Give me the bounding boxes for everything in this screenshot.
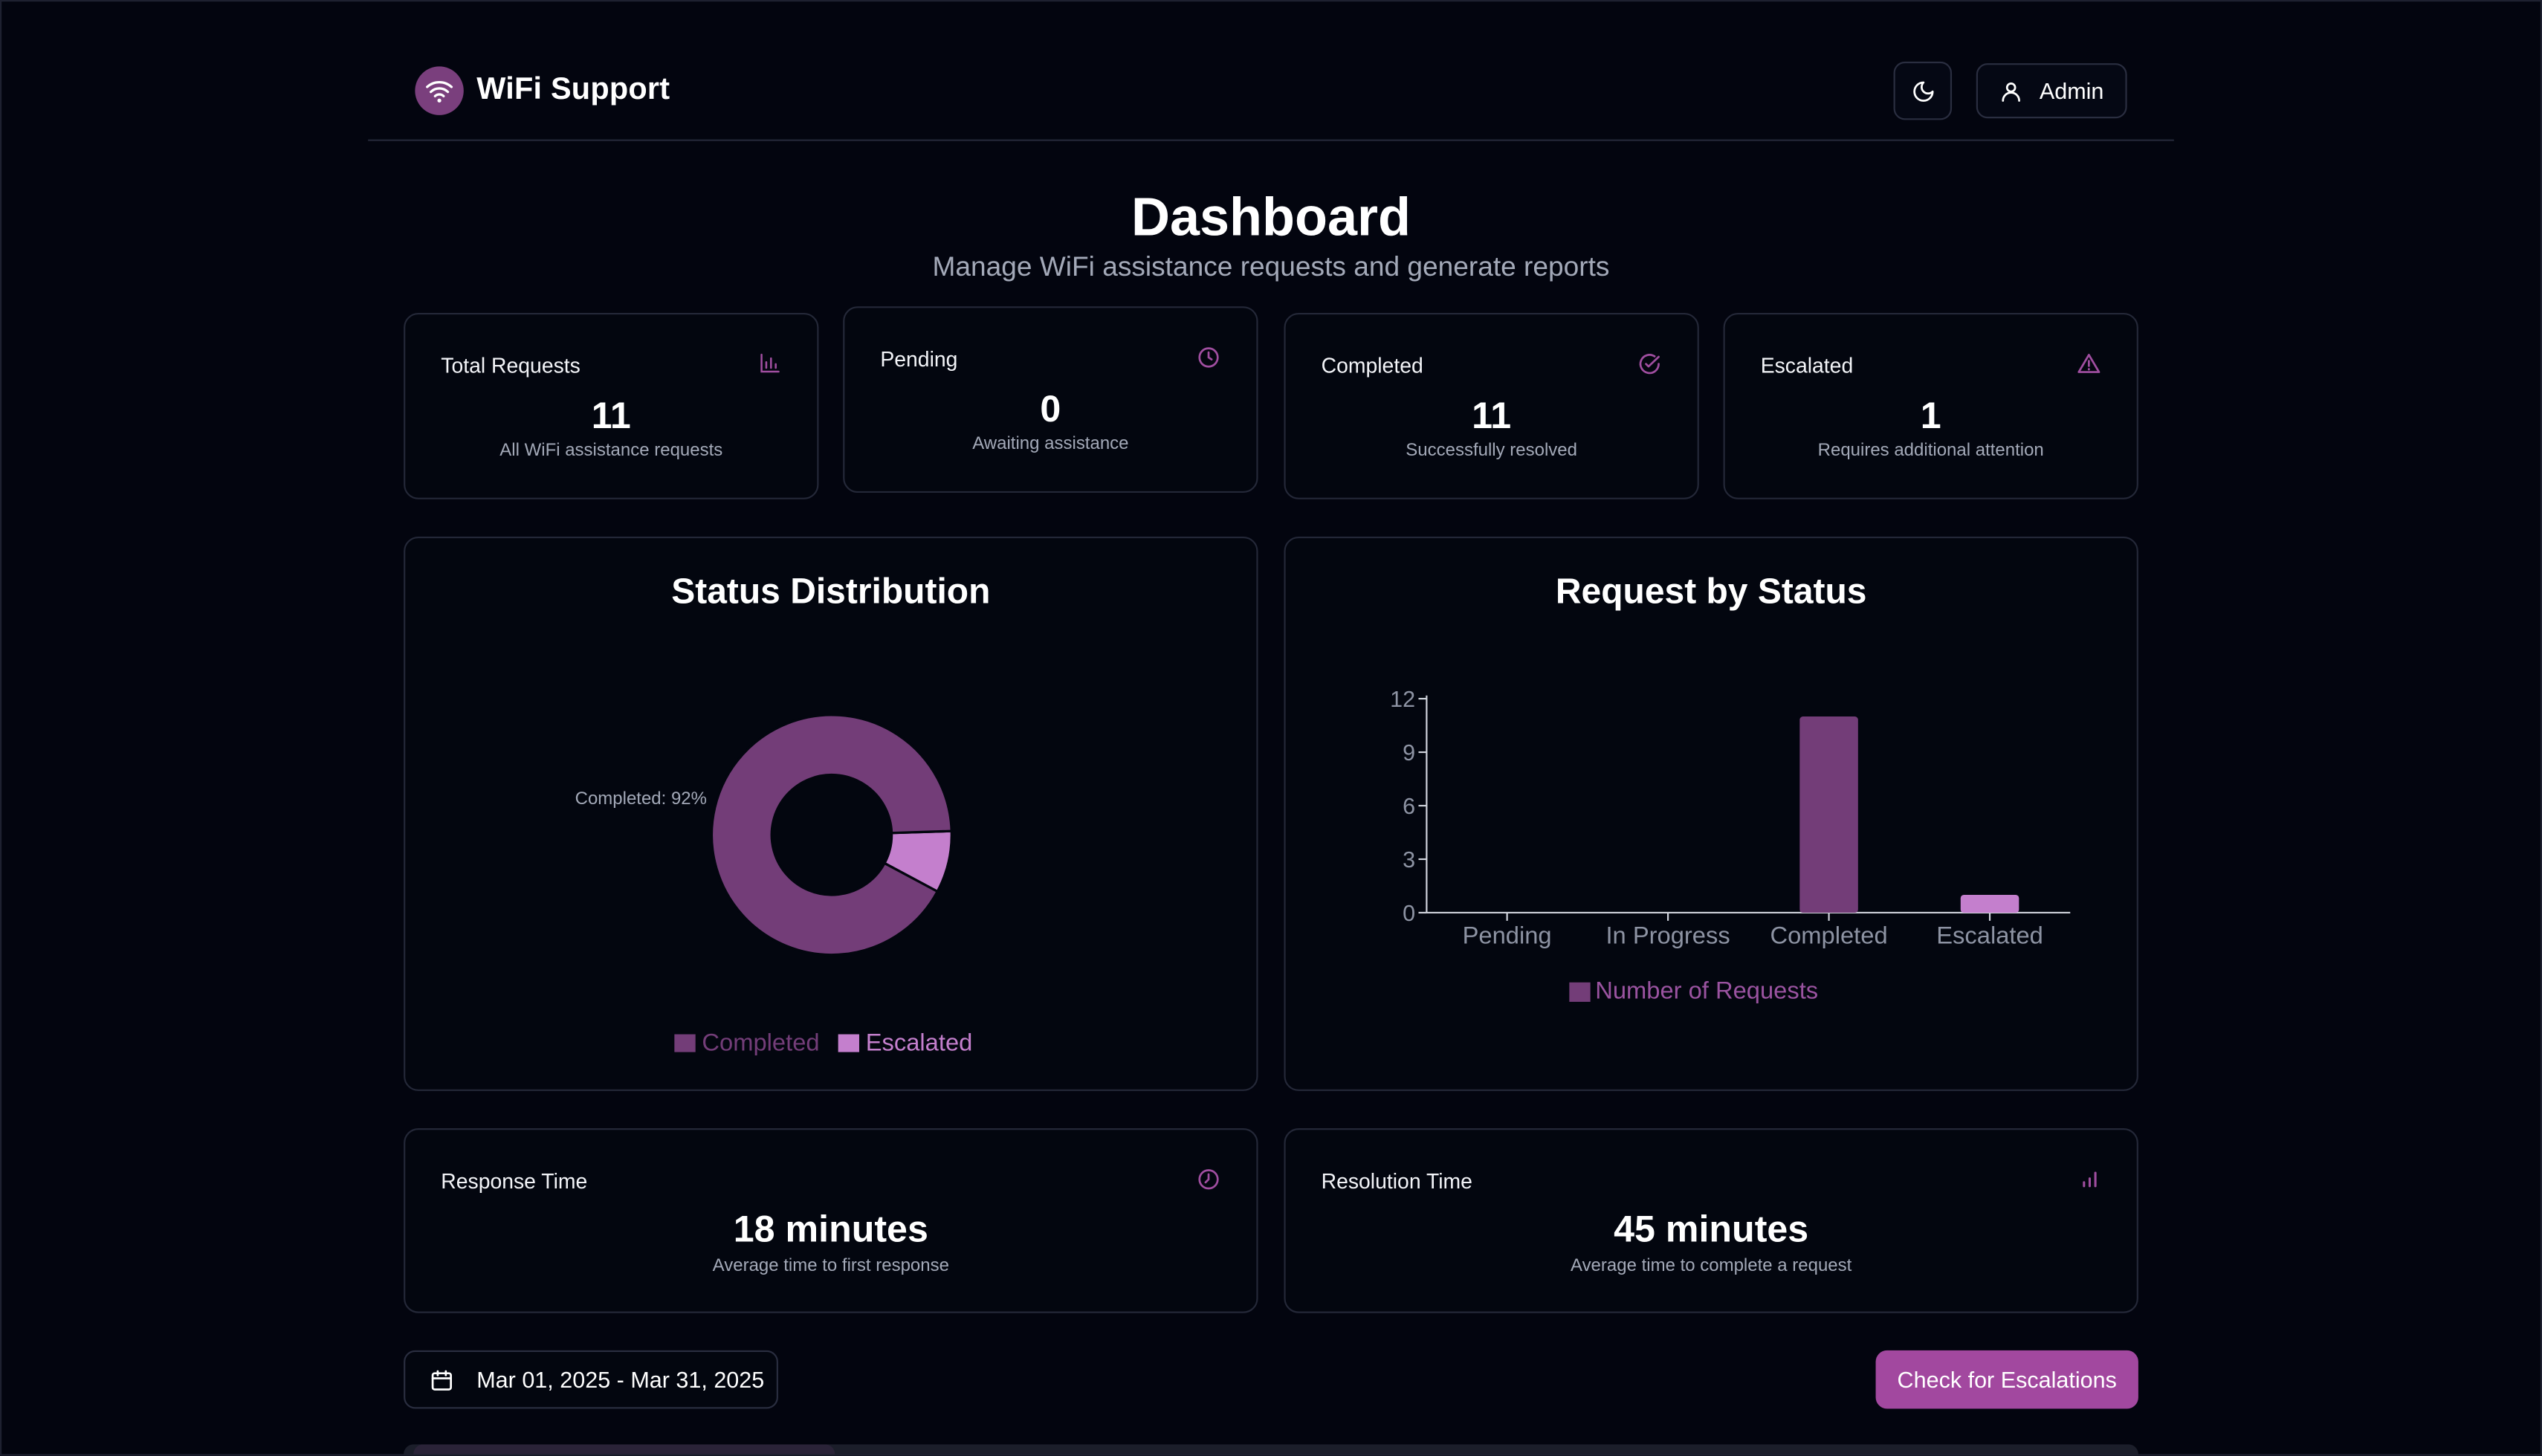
x-tick-label: In Progress bbox=[1605, 921, 1730, 948]
stat-value: 1 bbox=[1920, 394, 1941, 436]
moon-icon bbox=[1912, 80, 1933, 101]
clock-icon bbox=[1198, 1169, 1219, 1190]
chart-title: Status Distribution bbox=[671, 570, 991, 612]
active-tab-indicator[interactable] bbox=[413, 1444, 835, 1456]
alert-triangle-icon bbox=[2077, 354, 2100, 373]
stat-value: 11 bbox=[591, 394, 631, 436]
date-range-label: Mar 01, 2025 - Mar 31, 2025 bbox=[476, 1366, 765, 1393]
y-tick-label: 6 bbox=[1403, 794, 1415, 819]
x-tick-label: Pending bbox=[1463, 921, 1552, 948]
brand-name: WiFi Support bbox=[476, 73, 670, 107]
stat-card-total: Total Requests 11 All WiFi assistance re… bbox=[404, 312, 819, 499]
slice-label: Completed: 92% bbox=[575, 789, 707, 809]
stat-card-escalated: Escalated 1 Requires additional attentio… bbox=[1723, 312, 2138, 499]
bar-chart-icon bbox=[2083, 1171, 2097, 1188]
page-subtitle: Manage WiFi assistance requests and gene… bbox=[932, 251, 1610, 282]
legend-swatch-escalated bbox=[838, 1034, 859, 1052]
check-escalations-button[interactable]: Check for Escalations bbox=[1875, 1350, 2138, 1409]
wifi-icon bbox=[415, 66, 464, 115]
tabs-bar bbox=[404, 1444, 2138, 1456]
stat-value: 0 bbox=[1040, 387, 1061, 430]
legend-label-requests: Number of Requests bbox=[1595, 977, 1818, 1004]
bar-chart: 0 3 6 9 12 Pending In Progress Completed Escalat… bbox=[1390, 687, 2071, 1004]
donut-slice-completed[interactable] bbox=[710, 714, 953, 957]
check-circle-icon bbox=[1639, 354, 1660, 375]
legend-label-escalated: Escalated bbox=[866, 1028, 973, 1055]
legend-swatch-completed bbox=[674, 1034, 696, 1052]
chart-legend: Number of Requests bbox=[1569, 977, 1818, 1004]
y-tick-label: 12 bbox=[1390, 687, 1415, 712]
y-tick-label: 0 bbox=[1403, 901, 1415, 926]
top-header bbox=[368, 0, 2174, 141]
brand[interactable]: WiFi Support bbox=[415, 66, 670, 115]
stat-title: Escalated bbox=[1760, 353, 1854, 378]
stat-description: Awaiting assistance bbox=[972, 434, 1129, 454]
metric-description: Average time to first response bbox=[712, 1256, 949, 1276]
bar-escalated[interactable] bbox=[1960, 894, 2019, 913]
chart-legend: Completed Escalated bbox=[674, 1028, 972, 1055]
resolution-time-card: Resolution Time 45 minutes Average time … bbox=[1284, 1128, 2138, 1313]
metric-title: Response Time bbox=[441, 1168, 588, 1194]
legend-swatch-requests bbox=[1569, 982, 1591, 1002]
y-tick-label: 3 bbox=[1403, 847, 1415, 873]
user-icon bbox=[2002, 81, 2020, 101]
stat-title: Total Requests bbox=[441, 353, 580, 378]
calendar-icon bbox=[431, 1369, 452, 1390]
chart-title: Request by Status bbox=[1555, 570, 1867, 612]
y-tick-label: 9 bbox=[1403, 740, 1415, 766]
metric-description: Average time to complete a request bbox=[1570, 1256, 1852, 1276]
stat-description: Requires additional attention bbox=[1817, 441, 2044, 461]
metric-title: Resolution Time bbox=[1321, 1168, 1472, 1194]
user-menu-button[interactable]: Admin bbox=[1976, 63, 2127, 119]
bar-chart-icon bbox=[760, 353, 780, 373]
status-distribution-card: Status Distribution Completed: 92% Compl… bbox=[404, 536, 1258, 1091]
stat-description: All WiFi assistance requests bbox=[499, 441, 723, 461]
legend-label-completed: Completed bbox=[702, 1028, 819, 1055]
x-tick-label: Completed bbox=[1770, 921, 1887, 948]
date-range-picker[interactable]: Mar 01, 2025 - Mar 31, 2025 bbox=[404, 1350, 778, 1409]
bar-completed[interactable] bbox=[1799, 716, 1858, 913]
user-menu-label: Admin bbox=[2039, 77, 2104, 104]
clock-icon bbox=[1198, 347, 1219, 368]
response-time-card: Response Time 18 minutes Average time to… bbox=[404, 1128, 1258, 1313]
metric-value: 45 minutes bbox=[1614, 1207, 1809, 1250]
stat-card-completed: Completed 11 Successfully resolved bbox=[1284, 312, 1699, 499]
page-title: Dashboard bbox=[1131, 186, 1411, 247]
theme-toggle-button[interactable] bbox=[1893, 61, 1953, 120]
stat-value: 11 bbox=[1472, 394, 1512, 436]
stat-title: Completed bbox=[1321, 353, 1423, 378]
x-tick-label: Escalated bbox=[1936, 921, 2043, 948]
metric-value: 18 minutes bbox=[733, 1207, 928, 1250]
stat-title: Pending bbox=[880, 346, 958, 372]
request-by-status-card: Request by Status 0 3 6 9 12 Pending In Progre… bbox=[1284, 536, 2138, 1091]
stat-card-pending: Pending 0 Awaiting assistance bbox=[843, 306, 1258, 494]
donut-chart: Completed: 92% Completed Escalated bbox=[575, 714, 972, 1055]
stat-description: Successfully resolved bbox=[1406, 441, 1577, 461]
